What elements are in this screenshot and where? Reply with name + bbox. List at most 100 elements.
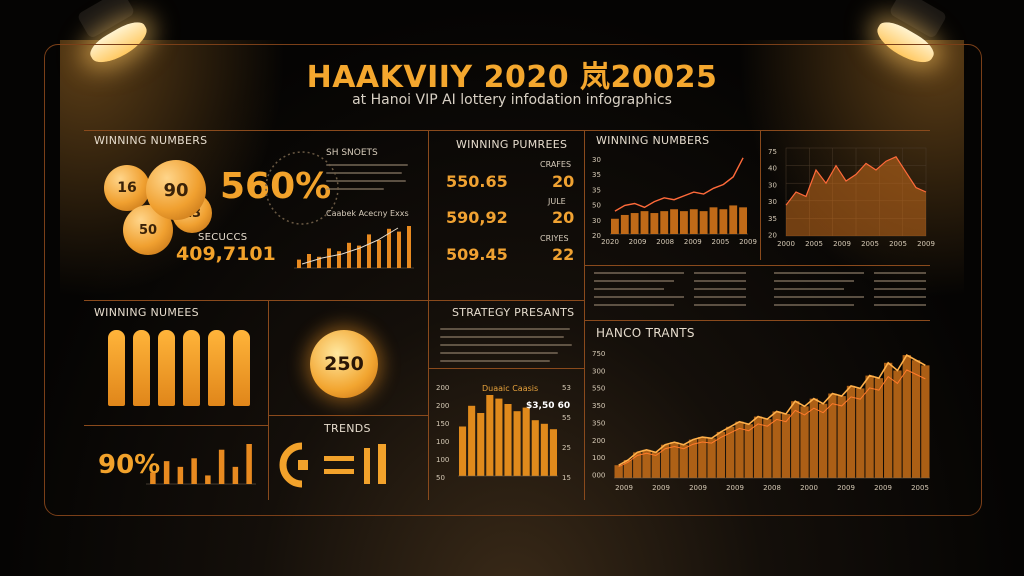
y-tick-label: 30 — [592, 217, 601, 225]
bar — [531, 420, 539, 476]
panel1-title: WINNING NUMBERS — [94, 134, 208, 147]
bar — [670, 209, 678, 234]
bar — [246, 444, 252, 484]
x-tick-label: 2009 — [629, 238, 647, 246]
bar — [689, 209, 698, 234]
y-tick-label: 300 — [592, 367, 605, 375]
bar — [377, 240, 381, 268]
panel8-title: STRATEGY PRESANTS — [452, 306, 575, 319]
y-tick-label: 35 — [592, 186, 601, 194]
list-row — [594, 296, 684, 298]
y-tick-label: 75 — [768, 148, 777, 156]
divider-v2 — [584, 130, 585, 500]
divider-v1 — [428, 130, 429, 500]
list-row — [774, 272, 864, 274]
divider-mid-right — [584, 320, 930, 321]
bar — [549, 429, 557, 476]
divider-row3 — [84, 425, 268, 426]
divider-row2 — [268, 415, 428, 416]
y-tick-label: 350 — [592, 402, 605, 410]
bar — [856, 388, 865, 478]
x-tick-label: 2008 — [656, 238, 674, 246]
bar — [611, 218, 619, 234]
bar — [679, 444, 688, 478]
panel2-num-2: 20 — [552, 208, 575, 227]
bar — [753, 416, 763, 478]
series-line — [785, 156, 927, 206]
panel2-value-2: 590,92 — [446, 208, 508, 227]
data-list-left — [594, 270, 754, 314]
list-row — [594, 280, 674, 282]
mini-bar-chart-bottom — [146, 444, 256, 485]
y-tick-label: 750 — [592, 350, 605, 358]
bar — [367, 234, 371, 268]
bar — [150, 472, 156, 484]
x-tick-label: 2005 — [711, 238, 729, 246]
y-tick-label: 30 — [592, 156, 601, 164]
x-tick-label: 2020 — [601, 238, 619, 246]
text-line — [326, 164, 408, 166]
panel2-tag-1: CRAFES — [540, 160, 572, 169]
y-tick-label: 200 — [436, 402, 449, 410]
bar — [865, 375, 874, 478]
bar — [307, 254, 311, 268]
page-title: HAAKVIIY 2020 岚20025 — [306, 60, 718, 95]
bar — [911, 360, 921, 478]
list-row-value — [694, 272, 746, 274]
bar — [729, 205, 738, 234]
panel2-tag-3: CRIYES — [540, 234, 569, 243]
bar — [884, 362, 893, 478]
divider-mid — [84, 300, 584, 301]
bar — [495, 398, 503, 476]
x-tick-label: 2000 — [800, 484, 818, 492]
panel4-title: WINNING NUMEES — [94, 306, 199, 319]
list-row-value — [874, 296, 926, 298]
bar — [620, 214, 629, 234]
hanco-trends-area-chart: 750 300 550 350 350 200 100 000 2009 2009 2009 2009… — [592, 350, 930, 492]
y-tick-label-right: 55 — [562, 414, 571, 422]
bar — [407, 226, 411, 268]
y-tick-label: 100 — [436, 456, 449, 464]
bar — [660, 211, 669, 234]
divider-strat2 — [428, 368, 584, 369]
panel3-title: WINNING NUMBERS — [596, 134, 710, 147]
bar — [707, 438, 716, 478]
text-line — [326, 180, 406, 182]
bar — [739, 207, 747, 234]
bar — [630, 213, 639, 234]
x-tick-label: 2009 — [684, 238, 702, 246]
y-tick-label: 000 — [592, 472, 605, 480]
list-row — [774, 296, 864, 298]
list-row-value — [694, 280, 746, 282]
list-row — [774, 288, 844, 290]
panel8-chart-value: $3,50 60 — [526, 401, 571, 411]
bar — [809, 398, 818, 478]
panel2-title: WINNING PUMREES — [456, 138, 568, 151]
x-tick-label: 2009 — [652, 484, 670, 492]
strategy-bar-chart: 200 200 150 100 100 50 53 55 25 15 — [436, 384, 571, 482]
text-line — [440, 344, 572, 346]
bar — [477, 413, 485, 476]
text-line — [440, 336, 564, 338]
bar — [735, 421, 744, 478]
bar — [337, 251, 341, 268]
bar — [698, 437, 707, 478]
bar — [726, 426, 735, 478]
medal-badge: 250 — [310, 330, 378, 398]
y-tick-label: 35 — [592, 171, 601, 179]
trends-icon-group — [279, 442, 386, 488]
series-line — [614, 157, 744, 212]
x-tick-label: 2009 — [917, 240, 935, 248]
y-tick-label: 150 — [436, 420, 449, 428]
dotted-ring — [265, 151, 339, 225]
list-row-value — [874, 288, 926, 290]
x-tick-label: 2009 — [726, 484, 744, 492]
list-row-value — [694, 304, 746, 306]
bar — [623, 460, 633, 478]
bar — [163, 461, 170, 484]
bar — [640, 211, 649, 234]
bar — [828, 393, 837, 478]
bar — [699, 211, 708, 234]
divider-top — [84, 130, 930, 131]
